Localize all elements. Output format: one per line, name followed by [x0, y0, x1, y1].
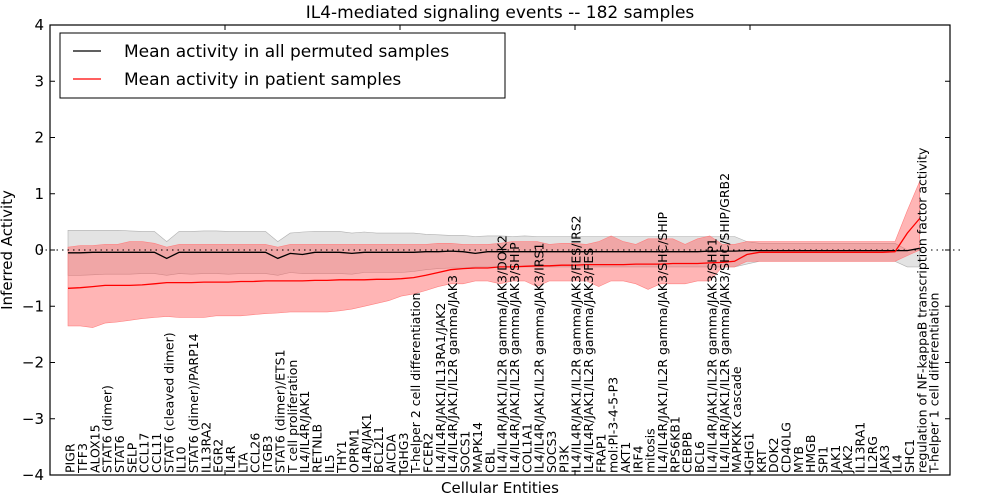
x-category-label: ITGB3 — [260, 435, 275, 473]
y-tick-label: 0 — [34, 241, 44, 259]
x-category-label: OPRM1 — [346, 428, 361, 473]
x-category-label: ALOX15 — [87, 424, 102, 473]
x-category-label: SOCS3 — [544, 431, 559, 473]
x-category-label: CD40LG — [778, 422, 793, 473]
legend: Mean activity in all permuted samples Me… — [59, 32, 506, 99]
y-tick-label: 3 — [34, 72, 44, 90]
y-tick-label: 1 — [34, 185, 44, 203]
x-category-label: IL4/IL4R/JAK1/IL2R gamma/JAK3/SHC/SHIP — [655, 212, 670, 473]
y-tick-label: −1 — [22, 297, 44, 315]
x-category-label: regulation of NF-kappaB transcription fa… — [914, 147, 929, 473]
x-category-label: CCL26 — [248, 433, 263, 473]
x-category-label: JAK3 — [877, 445, 892, 474]
x-category-label: IL4/IL4R/JAK1/IL2R gamma/JAK3/FES/IRS2 — [569, 215, 584, 473]
x-category-label: JAK1 — [828, 445, 843, 474]
legend-label-permuted: Mean activity in all permuted samples — [124, 42, 449, 62]
x-category-label: IL4/IL4R/JAK1/IL2R gamma/JAK3/SHC/SHIP/G… — [717, 173, 732, 473]
x-category-label: STAT6 (dimer)/ETS1 — [272, 349, 287, 473]
x-category-label: BCL2L1 — [371, 426, 386, 473]
x-category-label: IL4/IL4R/JAK1/IL2R gamma/JAK3/FES — [581, 248, 596, 473]
x-category-label: T-helper 1 cell differentiation — [927, 293, 942, 474]
x-category-label: AKT1 — [618, 442, 633, 473]
y-tick-label: −2 — [22, 354, 44, 372]
x-category-label: MYB — [791, 446, 806, 473]
x-category-label: DOK2 — [766, 437, 781, 473]
x-category-label: STAT6 (cleaved dimer) — [161, 332, 176, 473]
y-axis: −4 −3 −2 −1 0 1 2 3 4 — [22, 16, 950, 484]
x-category-label: IL13RA2 — [198, 422, 213, 473]
x-category-label: STAT6 (dimer)/PARP14 — [186, 333, 201, 473]
x-category-label: IL4/IL4R/JAK1/IL2R gamma/JAK3 — [445, 275, 460, 473]
x-category-label: HMGB — [803, 435, 818, 473]
x-category-label: IL4R/JAK1 — [359, 413, 374, 473]
x-category-label: IL4/IL4R/JAK1/IL2R gamma/JAK3/DOK2 — [495, 235, 510, 473]
y-tick-label: −4 — [22, 466, 44, 484]
x-category-label: IL4R — [223, 445, 238, 473]
series-line-permuted — [68, 247, 920, 260]
x-category-label: IL2RG — [865, 436, 880, 473]
x-category-label: IL4 — [890, 454, 905, 473]
chart-title: IL4-mediated signaling events -- 182 sam… — [306, 3, 695, 23]
x-category-label: CCL17 — [137, 433, 152, 473]
x-category-label: T cell proliferation — [285, 360, 300, 474]
x-category-label: AICDA — [384, 434, 399, 473]
x-category-label: mol:PI-3-4-5-P3 — [606, 377, 621, 473]
x-category-label: IGHG1 — [741, 433, 756, 473]
x-category-label: STAT6 — [112, 435, 127, 473]
x-category-label: KRT — [754, 449, 769, 473]
x-category-label: TFF3 — [75, 443, 90, 474]
x-category-label: IL10 — [174, 446, 189, 473]
x-category-label: SHC1 — [902, 439, 917, 473]
y-axis-title: Inferred Activity — [0, 190, 16, 310]
legend-label-patient: Mean activity in patient samples — [124, 70, 401, 90]
confidence-bands — [67, 181, 920, 328]
x-category-label: MAPKKK cascade — [729, 366, 744, 473]
x-category-label: IL4/IL4R/JAK1 — [297, 391, 312, 473]
x-category-label: IRF4 — [630, 445, 645, 473]
legend-box — [59, 32, 506, 99]
x-category-label: SELP — [124, 442, 139, 473]
x-category-label: STAT6 (dimer) — [100, 385, 115, 473]
x-category-label: IL13RA1 — [853, 422, 868, 473]
x-category-label: FRAP1 — [593, 434, 608, 473]
x-category-label: IL4/IL4R/JAK1/IL2R gamma/JAK3/SHIP — [507, 242, 522, 473]
x-category-label: LTA — [235, 452, 250, 473]
x-category-label: IGHG3 — [396, 433, 411, 473]
x-category-label: THY1 — [334, 440, 349, 474]
x-category-label: IL4/IL4R/JAK1/IL13RA1/JAK2 — [433, 303, 448, 473]
x-category-label: T-helper 2 cell differentiation — [408, 293, 423, 474]
x-category-label: SPI1 — [816, 446, 831, 473]
x-category-label: MAPK14 — [470, 422, 485, 473]
x-category-label: EGR2 — [211, 439, 226, 473]
series-line-patient — [67, 218, 921, 289]
x-category-label: CBL — [482, 449, 497, 473]
band-patient — [67, 181, 920, 328]
x-category-label: mitosis — [643, 428, 658, 473]
x-category-label: FCER2 — [421, 433, 436, 473]
x-category-label: CCL11 — [149, 433, 164, 473]
x-axis-title: Cellular Entities — [441, 479, 559, 497]
y-tick-label: 2 — [34, 129, 44, 147]
x-category-label: CEBPB — [680, 432, 695, 473]
x-category-label: IL4/IL4R/JAK1/IL2R gamma/JAK3/SHP1 — [704, 238, 719, 473]
x-category-label: COL1A1 — [519, 423, 534, 473]
band-permuted — [67, 230, 920, 276]
x-category-label: SOCS1 — [458, 431, 473, 473]
x-category-label: RPS6KB1 — [667, 416, 682, 473]
series-lines — [40, 218, 960, 289]
x-category-label: BCL6 — [692, 441, 707, 473]
x-category-label: JAK2 — [840, 445, 855, 474]
x-axis-ticks — [224, 25, 751, 475]
x-category-label: PIGR — [63, 443, 78, 473]
x-category-label: IL5 — [322, 454, 337, 473]
x-category-label: RETNLB — [309, 424, 324, 473]
y-tick-label: 4 — [34, 16, 44, 34]
x-category-label: IL4/IL4R/JAK1/IL2R gamma/JAK3/IRS1 — [532, 243, 547, 473]
x-category-label: PI3K — [556, 445, 571, 473]
y-tick-label: −3 — [22, 410, 44, 428]
